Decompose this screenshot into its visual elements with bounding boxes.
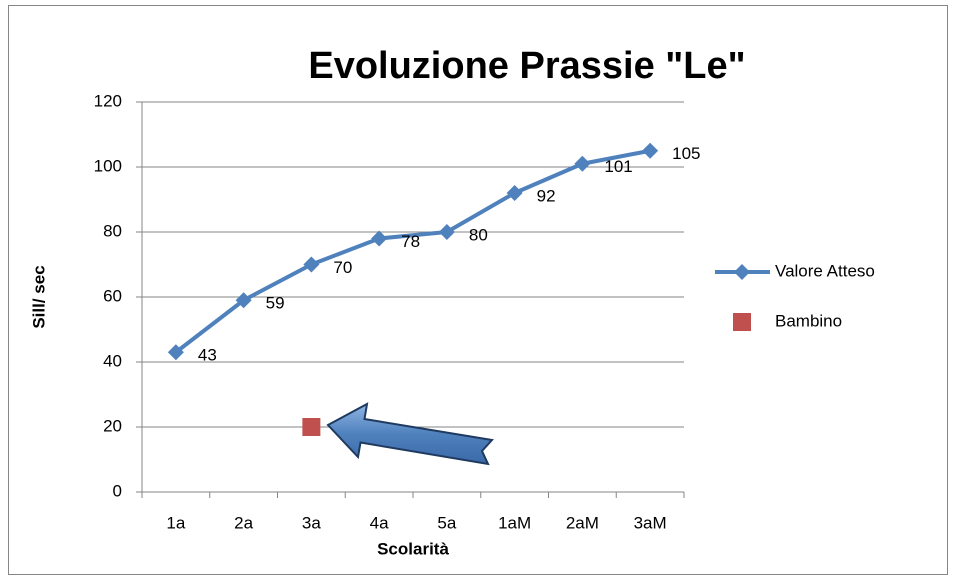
data-point (574, 155, 591, 172)
data-point (303, 256, 320, 273)
data-label: 59 (266, 294, 285, 313)
arrow-shape (326, 402, 494, 466)
x-axis-title: Scolarità (377, 539, 449, 558)
x-tick-label: 5a (437, 513, 456, 532)
legend-marker (734, 264, 750, 280)
data-point (642, 142, 659, 159)
data-label: 80 (469, 225, 488, 244)
x-tick-label: 1a (166, 513, 185, 532)
legend-label: Bambino (775, 311, 842, 330)
x-tick-label: 3a (302, 513, 321, 532)
data-point (235, 292, 252, 309)
x-tick-label: 4a (370, 513, 389, 532)
data-point (371, 230, 388, 247)
data-label: 70 (333, 258, 352, 277)
x-tick-label: 2aM (566, 513, 599, 532)
y-tick-label: 20 (103, 416, 122, 435)
x-tick-label: 3aM (634, 513, 667, 532)
data-label: 105 (672, 144, 700, 163)
y-tick-label: 60 (103, 286, 122, 305)
y-tick-label: 100 (94, 156, 122, 175)
data-label: 43 (198, 346, 217, 365)
y-tick-label: 80 (103, 221, 122, 240)
x-tick-label: 1aM (498, 513, 531, 532)
data-point (506, 185, 523, 201)
y-axis-title: Sill/ sec (29, 265, 48, 328)
data-point (302, 418, 321, 436)
legend-marker (733, 313, 751, 331)
legend-label: Valore Atteso (775, 261, 875, 280)
data-point (167, 344, 184, 361)
y-tick-label: 40 (103, 351, 122, 370)
plot-area: 0 20 40 60 80 100 120 1a 2a 3a 4a 5a 1aM 2aM 3aM 43 59 70… (94, 91, 875, 532)
x-tick-label: 2a (234, 513, 253, 532)
y-tick-label: 0 (113, 481, 122, 500)
data-point (438, 224, 455, 240)
data-label: 92 (537, 186, 556, 205)
chart-title: Evoluzione Prassie "Le" (308, 45, 745, 87)
series-line (174, 148, 651, 354)
data-label: 101 (604, 157, 632, 176)
chart-border (8, 5, 948, 575)
data-label: 78 (401, 232, 420, 251)
y-tick-label: 120 (94, 91, 122, 110)
